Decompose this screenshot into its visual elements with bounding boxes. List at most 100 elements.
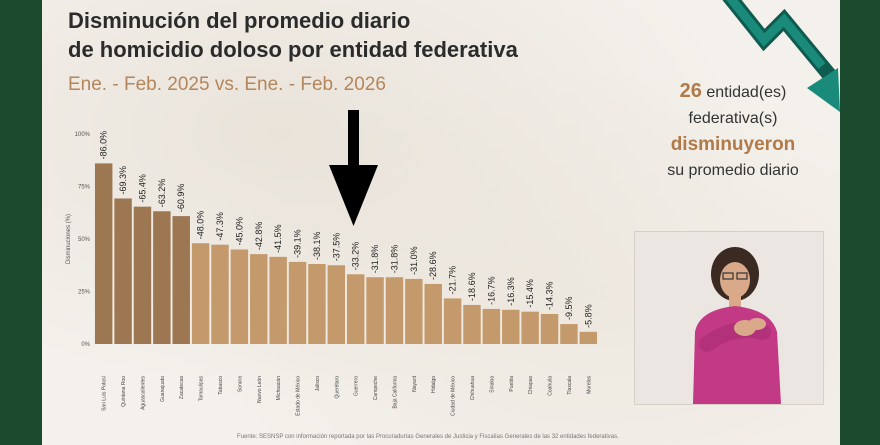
bar <box>366 277 384 344</box>
bar <box>230 249 249 344</box>
category-label: Tabasco <box>218 376 224 395</box>
source-footnote: Fuente: SESNSP con información reportada… <box>237 434 619 440</box>
bar <box>443 298 462 344</box>
category-label: Baja California <box>392 376 398 409</box>
category-label: Zacatecas <box>179 376 185 400</box>
y-axis-label: Disminuciones (%) <box>66 214 72 264</box>
category-label: Tamaulipas <box>199 376 205 402</box>
value-labels: -86.0% -69.3% -65.4% -63.2% -60.9% -48.0% -47.… <box>99 131 594 328</box>
bar-chart: 100%75%50%25%0%Disminuciones (%) -86.0%-… <box>66 0 840 416</box>
category-label: Ciudad de México <box>451 376 457 416</box>
category-label: Nuevo León <box>257 376 263 403</box>
bar <box>250 254 268 344</box>
category-label: Sinaloa <box>489 376 495 393</box>
value-label: -31.0% <box>409 246 419 275</box>
bar <box>191 243 210 344</box>
category-label: Tlaxcala <box>567 376 573 395</box>
sign-language-interpreter-video <box>634 231 824 405</box>
value-label: -28.6% <box>428 251 438 280</box>
bar <box>153 211 171 344</box>
summary-emphasis: disminuyeron <box>670 134 796 155</box>
category-label: Hidalgo <box>431 376 437 393</box>
value-label: -86.0% <box>99 131 109 160</box>
bar <box>211 244 229 344</box>
summary-text-3: su promedio diario <box>667 162 799 179</box>
category-label: Nayarit <box>412 375 418 391</box>
bar <box>94 163 113 344</box>
category-label: Morelos <box>586 376 592 394</box>
category-label: Jalisco <box>315 376 321 392</box>
value-label: -15.4% <box>525 279 535 308</box>
down-arrow-icon <box>329 110 378 226</box>
summary-text-2: federativa(s) <box>688 110 778 127</box>
category-label: Aguascalientes <box>140 376 146 410</box>
slide-subtitle: Ene. - Feb. 2025 vs. Ene. - Feb. 2026 <box>68 74 386 95</box>
category-label: Estado de México <box>296 376 302 416</box>
y-tick-label: 0% <box>81 342 90 348</box>
category-label: Chiapas <box>528 376 534 395</box>
bar <box>579 331 598 344</box>
summary-panel: 26 entidad(es) federativa(s) disminuyero… <box>638 78 828 184</box>
interpreter-figure <box>635 232 823 404</box>
y-tick-label: 25% <box>78 290 91 296</box>
value-label: -31.8% <box>389 245 399 274</box>
bar <box>288 261 307 344</box>
value-label: -63.2% <box>157 179 167 208</box>
bar <box>269 256 287 344</box>
value-label: -48.0% <box>196 211 206 240</box>
value-label: -41.5% <box>273 224 283 253</box>
value-label: -16.3% <box>506 277 516 306</box>
bar <box>327 265 346 344</box>
bar <box>133 206 152 344</box>
bar <box>560 324 578 344</box>
category-label: Guerrero <box>354 376 360 396</box>
bar <box>346 274 365 344</box>
bar <box>540 313 559 344</box>
category-label: Guanajuato <box>160 376 166 402</box>
value-label: -14.3% <box>545 281 555 310</box>
value-label: -47.3% <box>215 212 225 241</box>
downtrend-arrow-icon <box>722 0 840 112</box>
value-label: -5.8% <box>583 304 593 328</box>
category-label: Quintana Roo <box>121 376 127 407</box>
value-label: -69.3% <box>118 166 128 195</box>
category-label: Querétaro <box>334 376 340 399</box>
bar <box>521 311 539 344</box>
value-label: -33.2% <box>351 242 361 271</box>
category-label: Michoacán <box>276 376 282 400</box>
y-tick-label: 100% <box>75 132 91 138</box>
bar <box>463 304 481 344</box>
summary-count: 26 <box>679 80 702 102</box>
category-label: Campeche <box>373 376 379 400</box>
bar <box>114 198 132 344</box>
title-line-2: de homicidio doloso por entidad federati… <box>68 37 518 62</box>
value-label: -21.7% <box>448 266 458 295</box>
bar <box>308 263 326 344</box>
bar-series <box>94 163 598 344</box>
bar <box>424 283 442 344</box>
value-label: -42.8% <box>254 222 264 251</box>
bar <box>385 277 404 344</box>
value-label: -45.0% <box>234 217 244 246</box>
right-green-frame <box>840 0 880 445</box>
bar <box>405 278 423 344</box>
value-label: -39.1% <box>293 229 303 258</box>
value-label: -65.4% <box>137 174 147 203</box>
category-labels: San Luis Potosí Quintana Roo Aguascaliente… <box>102 375 593 416</box>
value-label: -60.9% <box>176 184 186 213</box>
value-label: -18.6% <box>467 272 477 301</box>
y-axis: 100% 75% 50% 25% 0% Disminuciones (%) <box>66 132 91 348</box>
value-label: -9.5% <box>564 297 574 321</box>
category-label: Chihuahua <box>470 376 476 400</box>
value-label: -16.7% <box>486 276 496 305</box>
title-line-1: Disminución del promedio diario <box>68 8 411 33</box>
bar <box>172 216 190 344</box>
category-label: Puebla <box>509 376 515 392</box>
slide: Disminución del promedio diario de homic… <box>42 0 840 445</box>
value-label: -38.1% <box>312 231 322 260</box>
bar <box>482 308 501 344</box>
y-tick-label: 75% <box>78 185 91 191</box>
category-label: Coahuila <box>548 376 554 396</box>
value-label: -31.8% <box>370 245 380 274</box>
category-label: San Luis Potosí <box>102 375 108 411</box>
